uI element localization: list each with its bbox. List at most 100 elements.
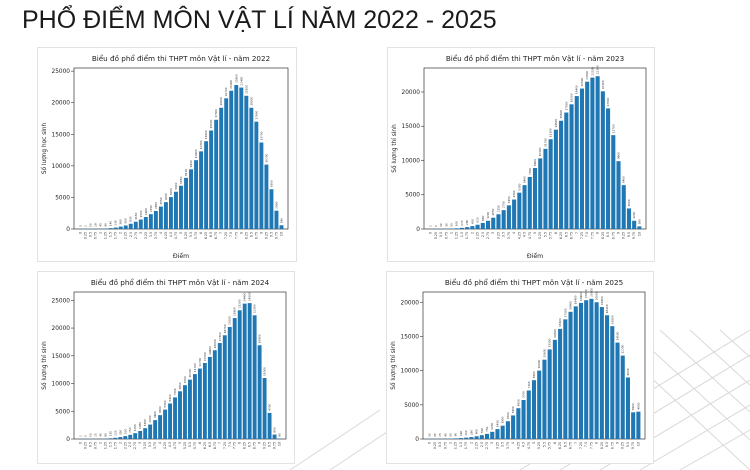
- x-tick-label: 5: [533, 232, 537, 234]
- bar-value-label: 100: [455, 221, 459, 227]
- x-tick-label: 8.5: [248, 442, 252, 447]
- histogram-bar: [269, 189, 274, 229]
- bar-value-label: 21500: [585, 71, 589, 80]
- x-tick-label: 6.75: [214, 232, 218, 239]
- histogram-bar: [207, 356, 212, 439]
- x-tick-label: 0.5: [439, 232, 443, 237]
- y-axis-label: Số lượng thí sinh: [391, 124, 398, 173]
- bar-value-label: 16900: [258, 334, 262, 343]
- bar-value-label: 9000: [626, 368, 630, 375]
- histogram-bar: [505, 421, 510, 439]
- histogram-bar: [192, 374, 197, 439]
- x-tick-label: 2.25: [123, 442, 127, 449]
- x-tick-label: 9.75: [273, 442, 277, 449]
- x-tick-label: 6: [199, 232, 203, 234]
- x-tick-label: 3.5: [502, 232, 506, 237]
- x-tick-label: 8.5: [249, 232, 253, 237]
- x-tick-label: 1.25: [103, 442, 107, 449]
- histogram-bar: [229, 90, 234, 229]
- bar-value-label: 15800: [559, 110, 563, 119]
- bar-value-label: 12300: [199, 140, 203, 149]
- bar-value-label: 1450: [495, 420, 499, 427]
- bar-value-label: 22400: [239, 76, 243, 85]
- histogram-bar: [138, 430, 143, 439]
- histogram-bar: [254, 121, 259, 229]
- bar-value-label: 140: [109, 221, 113, 227]
- histogram-bar: [148, 214, 153, 229]
- histogram-bar: [168, 403, 172, 439]
- x-tick-label: 8: [595, 442, 599, 444]
- bar-value-label: 16500: [610, 315, 614, 324]
- histogram-bar: [237, 310, 242, 439]
- slide-title: PHỔ ĐIỂM MÔN VẬT LÍ NĂM 2022 - 2025: [22, 6, 497, 34]
- bar-value-label: 24400: [243, 293, 247, 302]
- bar-value-label: 3: [79, 225, 83, 227]
- bar-value-label: 4700: [268, 404, 272, 411]
- bar-value-label: 220: [113, 430, 117, 436]
- x-tick-label: 5.75: [548, 442, 552, 449]
- bar-value-label: 80: [103, 433, 107, 437]
- histogram-bar: [521, 400, 526, 439]
- x-tick-label: 1.25: [104, 232, 108, 239]
- bar-value-label: 18600: [569, 301, 573, 310]
- x-tick-label: 9.75: [631, 442, 635, 449]
- bar-value-label: 10900: [194, 149, 198, 158]
- x-tick-label: 1.5: [109, 232, 113, 237]
- bar-value-label: 17000: [254, 111, 258, 120]
- x-tick-label: 9: [616, 442, 620, 444]
- histogram-2022: Biểu đồ phổ điểm thi THPT môn Vật lí - n…: [41, 54, 289, 260]
- x-tick-label: 1: [449, 232, 453, 234]
- histogram-bar: [573, 306, 578, 439]
- histogram-bar: [259, 142, 264, 229]
- x-tick-label: 5.25: [537, 442, 541, 449]
- bar-value-label: 10: [439, 223, 443, 227]
- y-tick-label: 10000: [401, 369, 420, 375]
- histogram-bar: [491, 217, 496, 229]
- histogram-bar: [531, 380, 537, 439]
- x-tick-label: 9.75: [274, 232, 278, 239]
- bar-value-label: 22800: [234, 74, 238, 83]
- x-tick-label: 2: [470, 232, 474, 234]
- histogram-bar: [578, 302, 584, 439]
- x-tick-label: 1.75: [464, 442, 468, 449]
- histogram-bar: [496, 214, 501, 229]
- x-tick-label: 7.75: [234, 232, 238, 239]
- x-tick-label: 6.5: [564, 232, 568, 237]
- bar-value-label: 8600: [178, 382, 182, 389]
- bar-value-label: 16000: [213, 339, 217, 348]
- histogram-bar: [611, 135, 616, 229]
- bar-value-label: 18700: [223, 324, 227, 333]
- histogram-bar: [123, 436, 128, 439]
- bar-value-label: 20100: [601, 80, 605, 89]
- x-tick-label: 9.25: [622, 232, 626, 239]
- bar-value-label: 20000: [595, 291, 599, 300]
- bar-value-label: 6300: [269, 180, 273, 187]
- histogram-bar: [199, 151, 204, 229]
- bar-value-label: 14100: [616, 331, 620, 340]
- x-tick-label: 0.25: [84, 232, 88, 239]
- y-axis-label: Số lượng thí sinh: [41, 341, 48, 390]
- histogram-bar: [459, 227, 464, 229]
- histogram-bar: [465, 227, 470, 229]
- bar-value-label: 6400: [168, 394, 172, 401]
- x-tick-label: 2.75: [133, 442, 137, 449]
- bar-value-label: 830: [129, 216, 133, 222]
- x-tick-label: 0.5: [438, 442, 442, 447]
- histogram-bar: [616, 161, 621, 229]
- bar-value-label: 14500: [553, 329, 557, 338]
- histogram-bar: [143, 217, 148, 229]
- bar-value-label: 17600: [606, 97, 610, 106]
- x-tick-label: 9: [259, 232, 263, 234]
- bar-value-label: 4000: [636, 402, 640, 409]
- bar-value-label: 7500: [173, 388, 177, 395]
- histogram-2023: Biểu đồ phổ điểm thi THPT môn Vật lí - n…: [391, 54, 647, 260]
- histogram-bar: [274, 210, 279, 229]
- y-tick-label: 5000: [55, 195, 70, 201]
- histogram-bar: [453, 438, 458, 439]
- y-tick-label: 25000: [52, 298, 71, 304]
- histogram-bar: [527, 176, 532, 229]
- histogram-bar: [537, 370, 542, 439]
- histogram-bar: [585, 81, 590, 229]
- histogram-bar: [480, 222, 485, 229]
- x-tick-label: 1.75: [114, 232, 118, 239]
